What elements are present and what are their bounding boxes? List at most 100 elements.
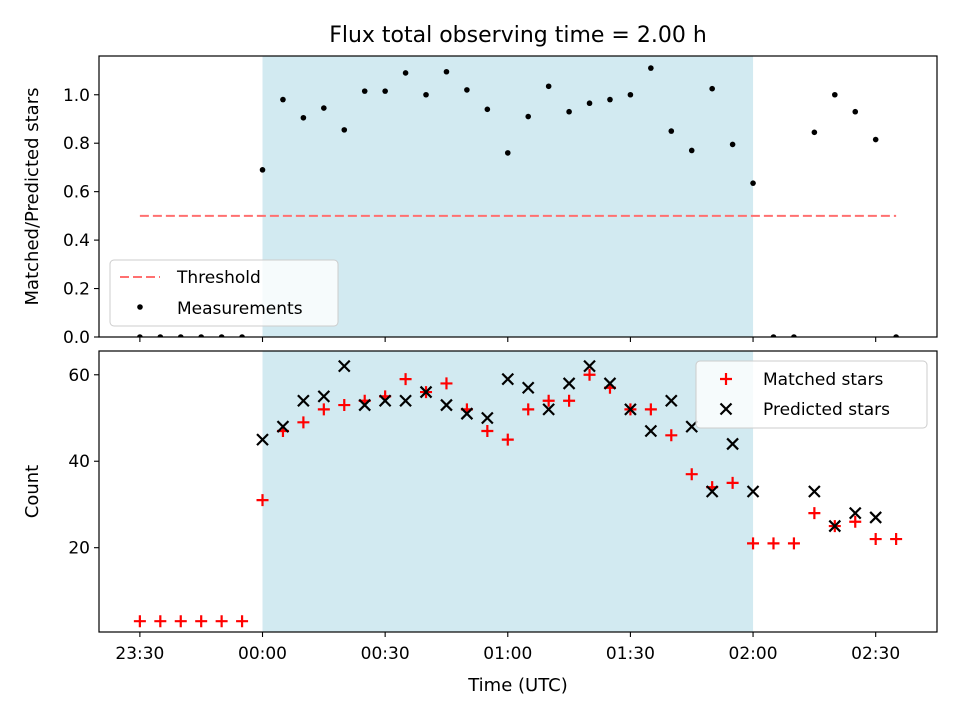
y-tick-label: 20: [68, 539, 90, 559]
data-point: [852, 108, 859, 115]
data-point: [195, 615, 208, 628]
legend: Threshold Measurements: [109, 259, 339, 327]
data-point: [644, 424, 658, 438]
data-point: [256, 433, 269, 446]
data-point: [300, 114, 307, 121]
data-point: [239, 334, 245, 337]
data-point: [361, 88, 368, 94]
bottom-panel-counts: 23:30 00:00 00:30 01:00 01:30 02:00 02:30 20 40 6…: [22, 350, 938, 664]
legend-box: [109, 259, 339, 327]
legend-plus-swatch: [720, 373, 732, 385]
y-tick-label: 60: [68, 366, 90, 386]
x-axis-label: Time (UTC): [467, 675, 568, 696]
data-point: [236, 615, 249, 628]
data-point: [583, 359, 596, 373]
data-point: [218, 334, 225, 337]
data-point: [382, 88, 388, 94]
data-point: [464, 87, 470, 93]
data-point: [402, 70, 409, 76]
legend-threshold-label: Threshold: [176, 268, 261, 288]
data-point: [378, 394, 392, 407]
data-point: [177, 334, 184, 337]
data-point: [705, 485, 719, 498]
legend-box: [695, 360, 928, 429]
y-tick-label: 0.6: [63, 183, 90, 203]
data-point: [644, 403, 657, 416]
data-point: [174, 615, 187, 628]
x-tick-label: 00:30: [361, 644, 410, 664]
data-point: [317, 403, 330, 416]
data-point: [791, 334, 797, 337]
data-point: [521, 381, 535, 395]
observing-span-shade: [262, 56, 754, 337]
data-point: [890, 533, 903, 546]
x-tick-label: 02:00: [729, 644, 778, 664]
data-point: [133, 615, 146, 628]
data-point: [542, 403, 555, 416]
data-point: [767, 537, 780, 550]
data-point: [338, 399, 351, 412]
axes-frame: [98, 55, 938, 338]
observing-span-shade: [262, 351, 754, 632]
data-point: [726, 437, 739, 451]
y-axis-label: Count: [22, 465, 43, 518]
data-point: [460, 407, 474, 420]
data-point: [726, 476, 739, 489]
data-point: [198, 334, 204, 337]
data-point: [337, 359, 351, 373]
top-panel-ratio: 0.0 0.2 0.4 0.6 0.8 1.0 Matched/Predicted star…: [22, 55, 938, 348]
marks-group: [137, 65, 899, 337]
data-point: [157, 334, 164, 337]
data-point: [545, 83, 552, 90]
data-point: [358, 398, 371, 412]
data-point: [872, 136, 879, 143]
legend-series-label: Matched stars: [763, 370, 883, 390]
data-point: [341, 127, 348, 133]
data-point: [525, 113, 532, 120]
data-point: [399, 394, 412, 407]
x-tick-label: 01:00: [483, 644, 532, 664]
data-point: [317, 390, 331, 403]
data-point: [297, 394, 310, 407]
marks-group: [133, 359, 903, 628]
y-tick-label: 0.8: [63, 134, 90, 154]
data-point: [811, 129, 818, 136]
data-point: [256, 494, 269, 507]
data-point: [440, 377, 453, 390]
data-point: [665, 394, 678, 407]
legend-measurements-swatch: [137, 304, 143, 310]
y-tick-label: 0.2: [63, 280, 90, 300]
data-point: [586, 100, 593, 107]
y-axis-label: Matched/Predicted stars: [22, 88, 43, 306]
data-point: [709, 85, 715, 92]
axes-frame: [98, 350, 938, 633]
data-point: [443, 68, 450, 75]
y-tick-label: 0.4: [63, 231, 90, 251]
data-point: [481, 424, 494, 437]
y-tick-label: 40: [68, 452, 90, 472]
data-point: [808, 485, 821, 498]
data-point: [297, 416, 310, 429]
data-point: [423, 91, 429, 98]
data-point: [259, 167, 266, 173]
legend: Matched stars Predicted stars: [695, 360, 928, 429]
data-point: [869, 511, 882, 524]
data-point: [770, 334, 777, 337]
data-point: [607, 96, 613, 103]
data-point: [542, 394, 555, 407]
data-point: [685, 420, 699, 433]
data-point: [648, 65, 654, 71]
data-point: [481, 411, 494, 425]
y-tick-label: 0.0: [63, 328, 90, 348]
data-point: [399, 373, 412, 386]
data-point: [688, 147, 695, 154]
data-point: [627, 91, 634, 98]
data-point: [787, 537, 800, 550]
data-point: [522, 403, 535, 416]
data-point: [504, 150, 511, 156]
data-point: [685, 468, 698, 481]
data-point: [440, 398, 453, 412]
data-point: [668, 128, 675, 134]
data-point: [746, 485, 760, 498]
